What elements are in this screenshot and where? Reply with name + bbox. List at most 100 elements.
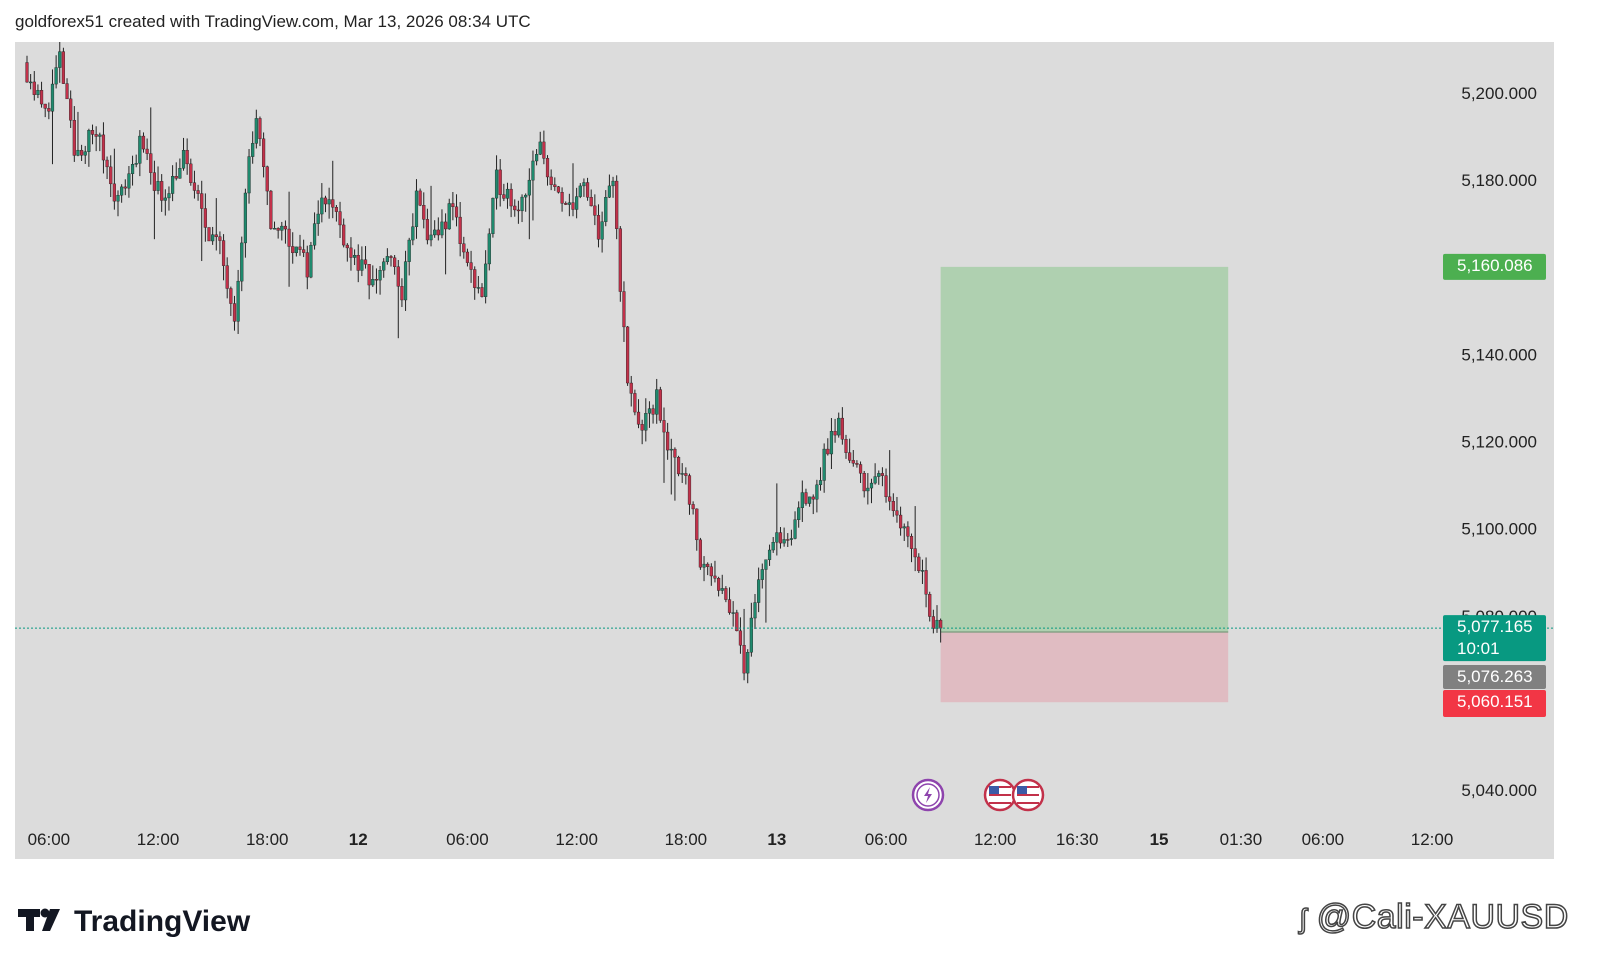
entry-price-label-text: 5,076.263 [1457,667,1533,686]
candle [789,529,793,546]
candle [109,155,113,197]
candle [61,47,65,84]
candle [884,468,888,503]
candle [571,163,575,217]
candle [869,478,874,504]
candle [83,145,87,164]
candle [644,398,648,442]
candle [578,183,582,199]
us-flag-event-icon[interactable] [1011,778,1045,812]
candle [327,187,331,219]
price-axis[interactable]: 5,200.000 5,180.000 5,140.000 5,120.000 5,10… [1461,84,1537,800]
candle [895,496,899,523]
candle [356,244,360,283]
candle [127,166,131,198]
lightning-event-icon[interactable] [911,778,945,812]
candle [567,193,571,217]
candle [647,401,652,428]
price-chart[interactable]: 5,200.000 5,180.000 5,140.000 5,120.000 5,10… [15,42,1554,859]
candle [848,438,852,464]
candle [294,246,298,257]
candle [32,71,36,101]
candle [593,194,597,226]
candle [378,266,382,295]
candle [855,460,859,468]
candle [261,132,266,178]
candle [600,211,604,253]
candle [123,179,127,196]
candle [509,183,513,218]
candle [651,404,655,424]
candle [928,591,932,622]
candle [138,130,142,177]
candle [43,103,47,118]
candle [899,506,903,536]
candle [112,148,116,210]
candle [98,132,102,152]
candle [451,191,455,221]
candle [149,107,153,185]
candle [50,69,55,165]
candle [265,165,269,206]
candle [727,587,732,615]
candle [917,553,921,573]
candle [502,183,506,202]
candle [604,190,608,227]
candle [851,449,855,467]
candle [738,617,743,654]
candle [200,180,204,262]
candle [458,202,462,257]
candle [717,576,721,597]
candle [811,494,815,515]
candle [582,178,586,197]
candle [232,295,237,331]
candle [345,243,349,262]
candle [167,186,171,211]
candle [771,537,775,553]
candle [924,557,928,608]
candle [39,81,44,108]
time-axis[interactable]: 06:00 12:00 18:00 12 06:00 12:00 18:00 13 06:00 1… [28,830,1454,849]
candle [527,168,531,240]
candle [702,556,706,582]
chart-attribution-header: goldforex51 created with TradingView.com… [15,12,531,31]
candle [221,234,226,281]
event-markers[interactable] [911,778,1045,812]
candle [626,325,630,386]
candle [673,447,677,501]
candle [833,418,837,443]
candle [480,283,484,298]
candle [160,174,164,212]
candle [447,198,451,230]
candle [513,199,517,217]
candle [94,126,98,152]
candle [218,231,222,255]
candle [90,124,95,145]
candle [411,213,415,246]
candle [538,131,542,156]
us-flag-event-icon[interactable] [983,778,1017,812]
candle [800,480,804,522]
candle [334,204,338,222]
candles [25,42,943,684]
candle [54,55,58,89]
candle [742,608,746,681]
candle [684,467,688,485]
candle [152,160,156,240]
candle [130,155,135,186]
candle [782,527,786,547]
candle [695,508,699,551]
candle [189,158,193,186]
candle [436,217,440,241]
candle [105,156,109,180]
candle [680,463,684,483]
candle [822,443,826,493]
candle [414,179,419,239]
candle [476,276,480,294]
candle [757,567,761,613]
candle [837,412,841,438]
price-tick-label: 5,120.000 [1461,433,1537,452]
candle [531,150,535,221]
candle [775,483,779,556]
candle [902,523,906,541]
